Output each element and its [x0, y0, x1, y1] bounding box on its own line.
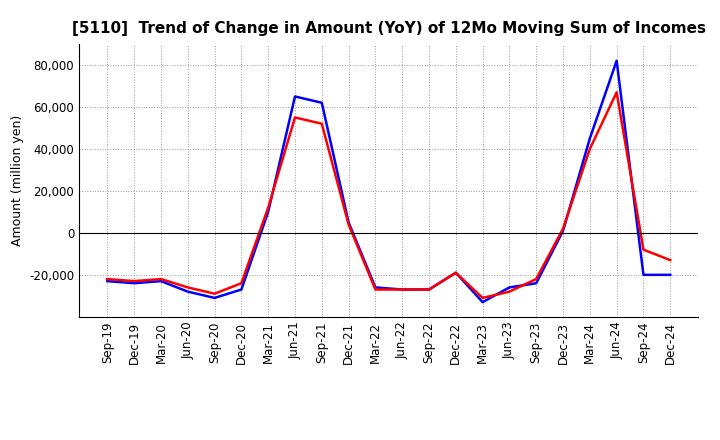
Y-axis label: Amount (million yen): Amount (million yen)	[11, 115, 24, 246]
Ordinary Income	[425, 287, 433, 292]
Title: [5110]  Trend of Change in Amount (YoY) of 12Mo Moving Sum of Incomes: [5110] Trend of Change in Amount (YoY) o…	[72, 21, 706, 36]
Ordinary Income	[612, 58, 621, 63]
Net Income	[666, 257, 675, 263]
Ordinary Income	[505, 285, 514, 290]
Net Income	[451, 270, 460, 275]
Net Income	[559, 226, 567, 231]
Ordinary Income	[210, 295, 219, 301]
Net Income	[398, 287, 407, 292]
Net Income	[210, 291, 219, 297]
Net Income	[264, 205, 272, 210]
Net Income	[505, 289, 514, 294]
Ordinary Income	[585, 136, 594, 141]
Net Income	[371, 287, 379, 292]
Net Income	[103, 276, 112, 282]
Ordinary Income	[478, 300, 487, 305]
Net Income	[612, 90, 621, 95]
Net Income	[157, 276, 166, 282]
Ordinary Income	[184, 289, 192, 294]
Net Income	[478, 295, 487, 301]
Ordinary Income	[666, 272, 675, 278]
Ordinary Income	[157, 279, 166, 284]
Ordinary Income	[639, 272, 648, 278]
Net Income	[237, 281, 246, 286]
Ordinary Income	[559, 228, 567, 233]
Net Income	[291, 115, 300, 120]
Ordinary Income	[130, 281, 138, 286]
Ordinary Income	[398, 287, 407, 292]
Ordinary Income	[532, 281, 541, 286]
Net Income	[585, 146, 594, 151]
Net Income	[318, 121, 326, 126]
Net Income	[184, 285, 192, 290]
Ordinary Income	[344, 220, 353, 225]
Ordinary Income	[451, 270, 460, 275]
Line: Net Income: Net Income	[107, 92, 670, 298]
Ordinary Income	[103, 279, 112, 284]
Net Income	[532, 276, 541, 282]
Ordinary Income	[291, 94, 300, 99]
Ordinary Income	[264, 209, 272, 215]
Net Income	[639, 247, 648, 252]
Ordinary Income	[371, 285, 379, 290]
Net Income	[344, 222, 353, 227]
Ordinary Income	[318, 100, 326, 106]
Net Income	[130, 279, 138, 284]
Net Income	[425, 287, 433, 292]
Line: Ordinary Income: Ordinary Income	[107, 61, 670, 302]
Ordinary Income	[237, 287, 246, 292]
